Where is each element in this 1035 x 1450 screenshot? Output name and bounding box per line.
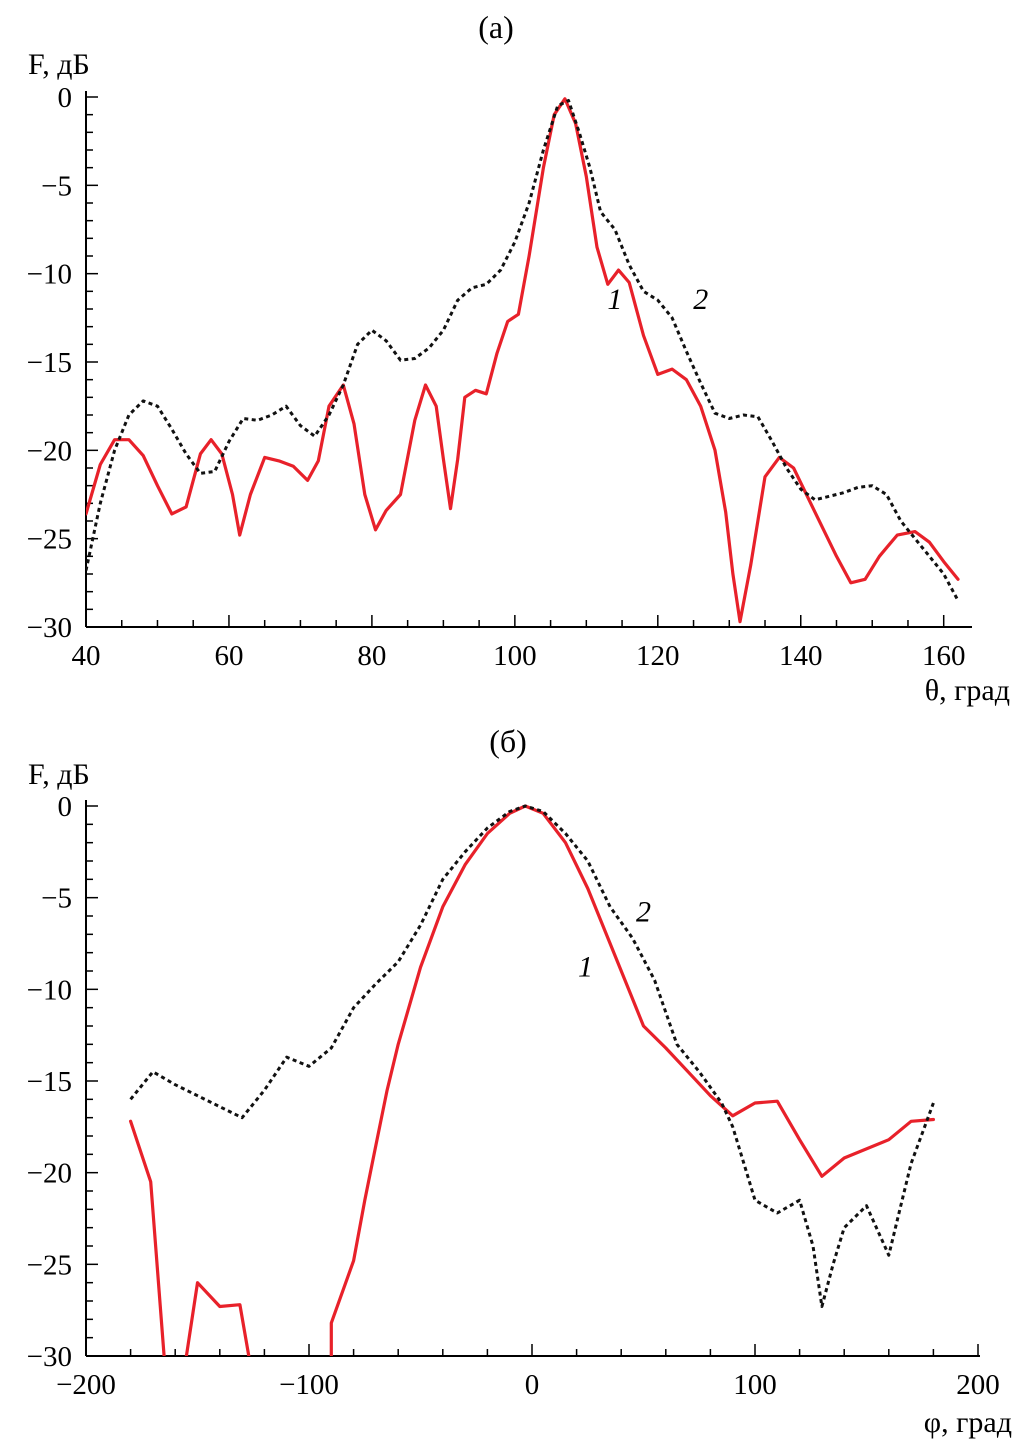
panel-b-y-axis-title: F, дБ	[28, 758, 90, 791]
x-tick-label: 100	[493, 640, 537, 672]
panel-b: (б) F, дБ φ, град 0 −5 −10 −15 −20 −25 −30−200…	[27, 723, 1012, 1439]
curve-label-1: 1	[607, 283, 622, 316]
panel-a-x-axis-title: θ, град	[925, 674, 1010, 707]
series-1-line	[129, 804, 935, 1356]
x-tick-label: 100	[733, 1369, 777, 1401]
y-tick-label: −30	[27, 612, 72, 644]
y-tick-label: −5	[41, 170, 72, 202]
panel-a-title: (а)	[478, 9, 514, 45]
x-tick-label: 60	[214, 640, 243, 672]
x-tick-label: 160	[922, 640, 966, 672]
y-tick-label: −15	[27, 1066, 72, 1098]
y-tick-label: −20	[27, 1158, 72, 1190]
y-tick-label: −15	[27, 347, 72, 379]
panel-a-y-axis-title: F, дБ	[28, 48, 90, 81]
curve-label-1: 1	[578, 951, 593, 984]
series-2-line	[86, 99, 960, 602]
panel-b-title: (б)	[489, 723, 527, 759]
y-tick-label: −25	[27, 1249, 72, 1281]
series-2-line	[129, 804, 935, 1308]
x-tick-label: −100	[279, 1369, 339, 1401]
x-tick-label: 140	[779, 640, 823, 672]
series-1-line	[86, 97, 960, 624]
curve-label-2: 2	[636, 896, 651, 929]
x-tick-label: 120	[636, 640, 680, 672]
curve-label-2: 2	[693, 283, 708, 316]
y-tick-label: 0	[58, 791, 73, 823]
y-tick-label: −25	[27, 524, 72, 556]
x-tick-label: 200	[956, 1369, 1000, 1401]
panel-b-x-axis-title: φ, град	[924, 1406, 1012, 1439]
x-tick-label: 40	[72, 640, 101, 672]
x-tick-label: 80	[357, 640, 386, 672]
y-tick-label: 0	[58, 82, 73, 114]
y-tick-label: −20	[27, 435, 72, 467]
y-tick-label: −30	[27, 1341, 72, 1373]
x-tick-label: −200	[56, 1369, 116, 1401]
y-tick-label: −5	[41, 883, 72, 915]
x-tick-label: 0	[525, 1369, 540, 1401]
y-tick-label: −10	[27, 974, 72, 1006]
y-tick-label: −10	[27, 259, 72, 291]
